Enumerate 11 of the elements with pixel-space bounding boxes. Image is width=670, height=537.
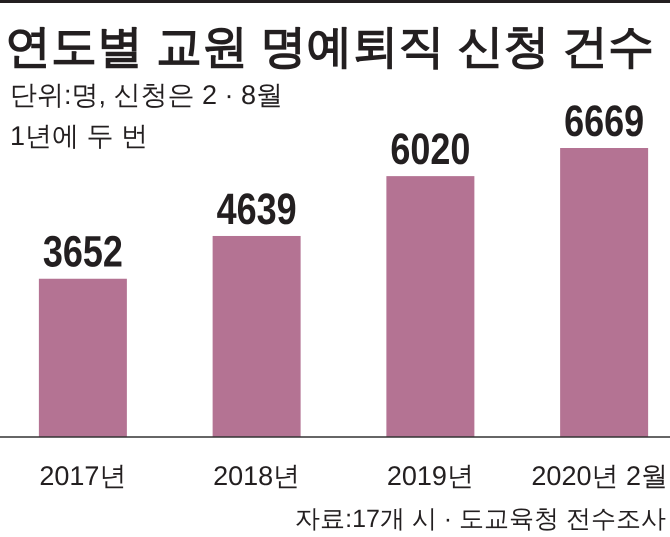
x-tick-label: 2017년 [39, 461, 126, 491]
data-label: 6669 [564, 97, 662, 146]
x-tick-label: 2020년 2월 [531, 461, 668, 491]
x-tick-label: 2019년 [386, 461, 474, 491]
chart-title: 연도별 교원 명예퇴직 신청 건수 [5, 20, 654, 72]
chart-subtitle: 단위:명, 신청은 2 · 8월 1년에 두 번 [10, 80, 284, 151]
data-label: 4639 [216, 184, 315, 234]
x-tick-label: 2018년 [213, 461, 300, 491]
data-label: 6020 [390, 125, 488, 174]
data-label: 3652 [42, 228, 141, 277]
text: 자료:17개 시 · 도교육청 전수조사 [295, 505, 666, 533]
